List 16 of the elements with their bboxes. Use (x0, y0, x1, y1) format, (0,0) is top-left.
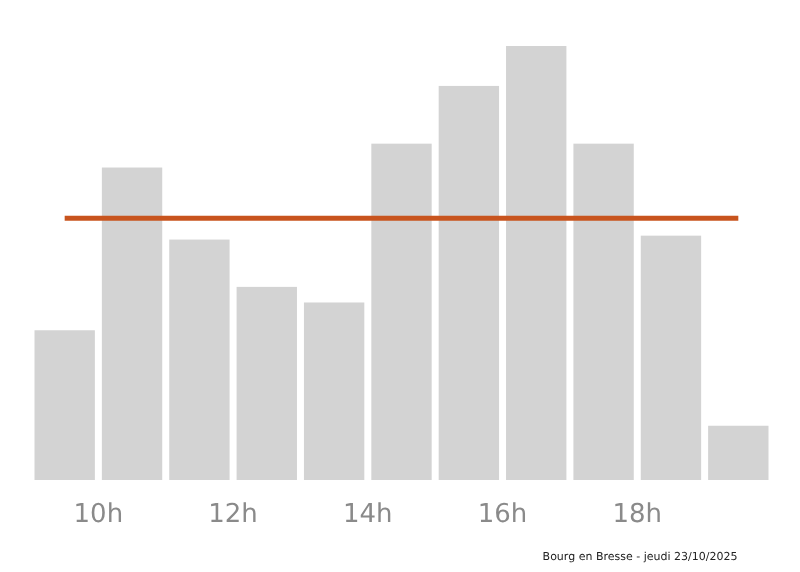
bar (506, 46, 567, 480)
bar (169, 239, 230, 480)
x-tick-label: 18h (612, 500, 663, 530)
bar (236, 286, 297, 480)
bar (101, 167, 163, 480)
x-tick-label: 10h (73, 500, 124, 530)
bar (34, 330, 95, 480)
bar (371, 143, 432, 480)
x-tick-label: 14h (343, 500, 393, 530)
bar (303, 302, 365, 480)
x-tick-label: 16h (477, 500, 528, 530)
bar (573, 143, 634, 480)
bar (708, 425, 769, 480)
bar (640, 235, 702, 480)
bar (438, 85, 500, 480)
x-tick-label: 12h (208, 500, 258, 530)
